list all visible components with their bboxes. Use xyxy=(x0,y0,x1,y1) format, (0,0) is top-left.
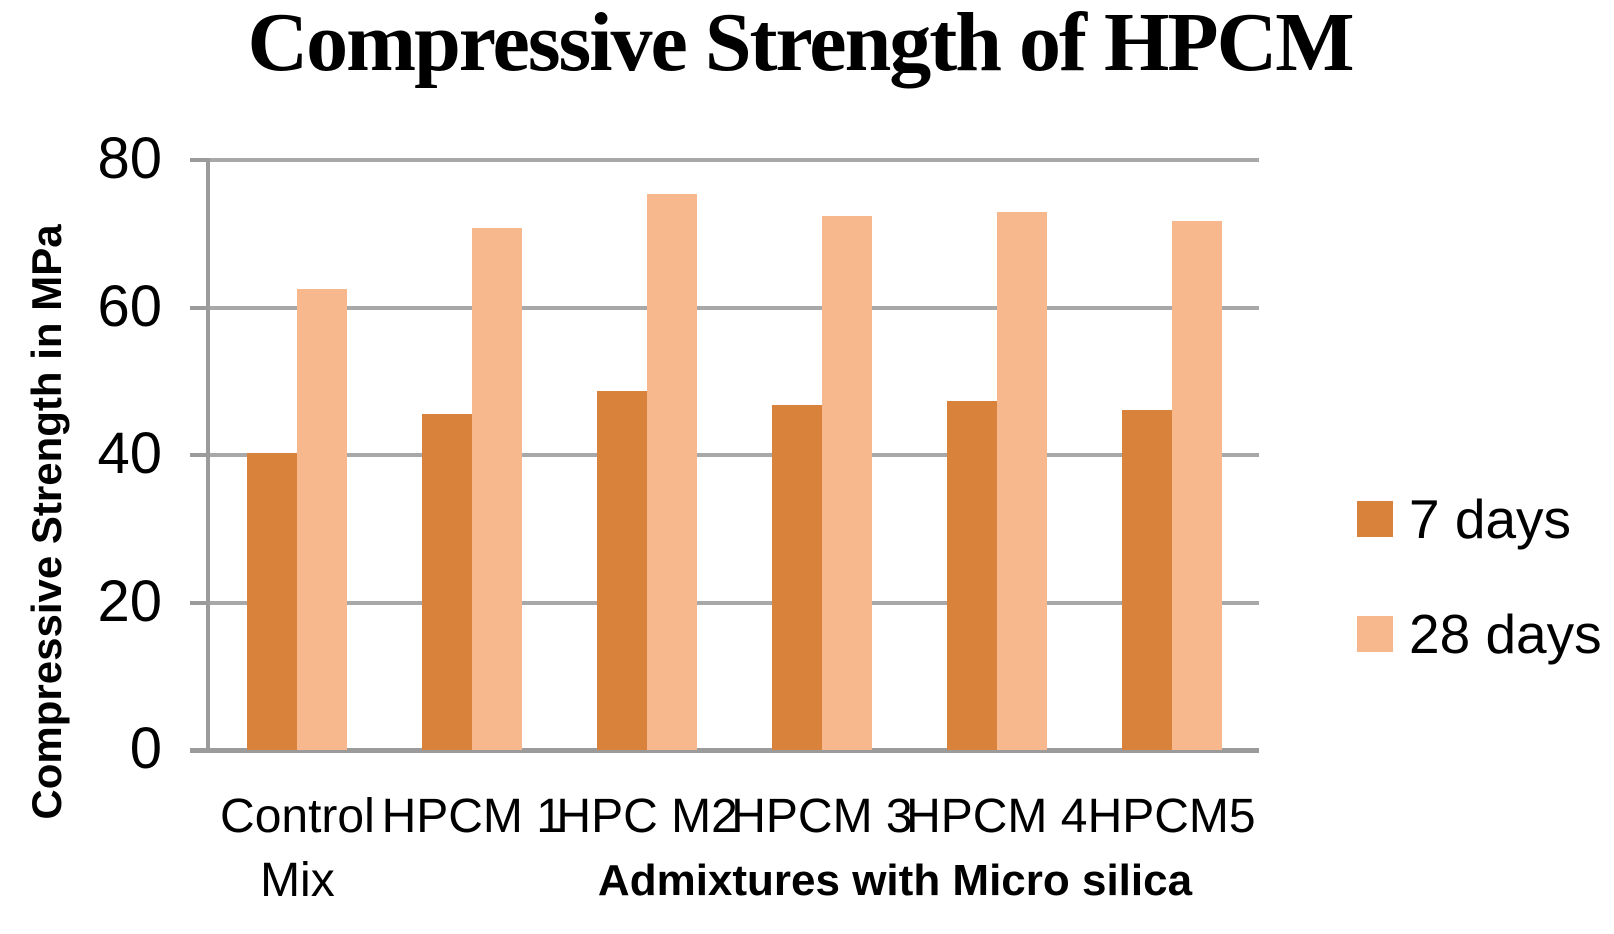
x-tick-label-control-mix: Control Mix xyxy=(220,790,375,907)
bar-7-days-hpcm-1 xyxy=(422,414,473,750)
legend-swatch-7-days xyxy=(1357,501,1393,537)
bar-7-days-control-mix xyxy=(247,452,298,750)
legend-label-28-days: 28 days xyxy=(1409,603,1602,665)
y-axis-tick xyxy=(190,453,210,457)
x-tick-label-hpcm-1: HPCM 1 xyxy=(381,790,563,843)
y-tick-label: 60 xyxy=(97,273,162,339)
y-axis-tick xyxy=(190,158,210,162)
gridline xyxy=(210,158,1259,162)
bar-28-days-control-mix xyxy=(297,289,348,750)
x-axis-title: Admixtures with Micro silica xyxy=(597,856,1193,905)
bar-28-days-hpcm5 xyxy=(1171,221,1222,750)
legend-swatch-28-days xyxy=(1357,616,1393,652)
bar-7-days-hpcm-4 xyxy=(946,401,997,750)
x-tick-label-hpcm5: HPCM5 xyxy=(1087,790,1256,843)
gridline xyxy=(210,600,1259,605)
bar-28-days-hpcm-4 xyxy=(996,211,1047,750)
y-tick-label: 80 xyxy=(97,126,162,192)
x-axis-line xyxy=(190,748,1259,753)
bar-7-days-hpc-m2 xyxy=(597,390,648,750)
y-axis-tick xyxy=(190,600,210,605)
y-axis-tick xyxy=(190,305,210,310)
y-tick-label: 0 xyxy=(129,716,162,782)
gridline xyxy=(210,305,1259,310)
bar-7-days-hpcm-3 xyxy=(771,404,822,750)
y-axis-line xyxy=(206,158,210,752)
x-tick-label-hpcm-4: HPCM 4 xyxy=(906,790,1088,843)
bar-28-days-hpc-m2 xyxy=(647,193,698,750)
legend-label-7-days: 7 days xyxy=(1409,488,1572,550)
x-tick-label-hpc-m2: HPC M2 xyxy=(556,790,738,843)
bar-28-days-hpcm-3 xyxy=(821,216,872,750)
x-tick-label-hpcm-3: HPCM 3 xyxy=(731,790,913,843)
bar-7-days-hpcm5 xyxy=(1121,410,1172,750)
y-tick-label: 20 xyxy=(97,568,162,634)
y-tick-label: 40 xyxy=(97,421,162,487)
bar-28-days-hpcm-1 xyxy=(472,227,523,750)
chart-title: Compressive Strength of HPCM xyxy=(247,0,1354,89)
gridline xyxy=(210,453,1259,457)
